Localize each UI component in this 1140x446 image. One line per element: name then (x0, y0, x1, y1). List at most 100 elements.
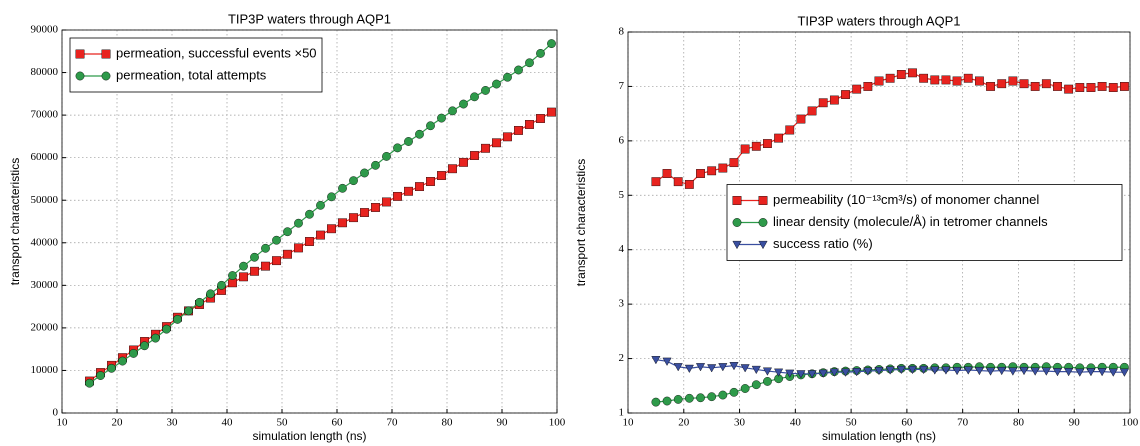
marker (952, 76, 962, 86)
legend-label: success ratio (%) (773, 236, 873, 251)
y-tick-label: 7 (619, 80, 625, 92)
marker (514, 65, 523, 75)
y-tick-label: 0 (53, 407, 59, 419)
marker (305, 209, 314, 219)
plot-frame (627, 31, 1131, 414)
marker (1041, 367, 1051, 376)
marker (1053, 82, 1062, 91)
marker (941, 75, 951, 85)
y-axis-label: transport characteristics (8, 158, 22, 285)
marker (162, 324, 171, 334)
marker (751, 141, 761, 151)
marker (294, 218, 303, 228)
marker (272, 256, 281, 266)
marker (662, 396, 672, 406)
x-tick-label: 60 (901, 417, 913, 429)
marker (796, 114, 806, 124)
marker (1097, 82, 1107, 91)
marker (807, 106, 817, 116)
marker (751, 380, 761, 390)
marker (250, 266, 259, 276)
marker (651, 397, 661, 407)
y-tick-label: 10000 (31, 364, 59, 376)
marker (707, 392, 717, 402)
marker (818, 369, 828, 378)
marker (785, 125, 795, 135)
marker (930, 75, 940, 85)
x-tick-label: 70 (957, 417, 969, 429)
marker (818, 98, 828, 108)
x-tick-label: 80 (1013, 417, 1025, 429)
marker (997, 366, 1007, 376)
marker (349, 176, 358, 186)
y-tick-label: 30000 (31, 279, 59, 291)
marker (751, 365, 761, 375)
legend-marker (758, 240, 768, 250)
marker (393, 143, 402, 153)
marker (349, 213, 358, 223)
legend-marker (758, 218, 768, 227)
marker (1086, 83, 1096, 92)
y-tick-label: 20000 (31, 321, 59, 333)
marker (863, 82, 873, 91)
marker (85, 378, 94, 388)
marker (514, 126, 523, 135)
marker (975, 76, 984, 86)
y-tick-label: 6 (619, 134, 625, 146)
marker (919, 365, 929, 375)
marker (492, 138, 501, 148)
marker (651, 356, 661, 365)
marker (404, 137, 413, 146)
marker (360, 208, 369, 217)
x-axis-label: simulation length (ns) (252, 429, 366, 443)
marker (718, 163, 728, 173)
marker (360, 168, 369, 178)
marker (729, 158, 739, 168)
marker (684, 364, 694, 373)
marker (874, 366, 884, 376)
marker (470, 92, 479, 102)
marker (740, 144, 750, 154)
marker (415, 182, 424, 192)
x-tick-label: 40 (790, 417, 802, 429)
marker (426, 121, 435, 131)
marker (963, 366, 973, 375)
marker (151, 333, 160, 343)
y-tick-label: 1 (619, 407, 625, 419)
marker (338, 218, 347, 228)
marker (404, 186, 413, 196)
marker (718, 390, 728, 400)
marker (696, 169, 705, 178)
x-axis-label: simulation length (ns) (822, 429, 936, 443)
marker (272, 235, 281, 245)
chart-title: TIP3P waters through AQP1 (228, 11, 391, 26)
marker (96, 371, 105, 380)
marker (1052, 368, 1063, 377)
marker (930, 366, 940, 375)
legend-marker (758, 196, 768, 205)
marker (525, 58, 534, 68)
marker (1086, 368, 1096, 377)
marker (952, 366, 962, 376)
legend-marker (75, 49, 85, 59)
marker (536, 114, 545, 123)
marker (250, 252, 259, 262)
marker (426, 177, 435, 186)
x-tick-label: 70 (387, 417, 399, 429)
y-tick-label: 70000 (31, 109, 59, 121)
marker (1030, 82, 1040, 91)
marker (173, 314, 182, 324)
marker (740, 364, 750, 373)
marker (707, 166, 717, 176)
marker (852, 84, 862, 94)
legend-label: permeation, successful events ×50 (116, 45, 317, 60)
legend-marker (732, 196, 742, 205)
marker (1120, 82, 1129, 91)
marker (807, 370, 817, 379)
x-tick-label: 100 (1122, 417, 1139, 429)
marker (327, 192, 336, 202)
marker (118, 356, 127, 366)
marker (217, 280, 226, 290)
marker (774, 133, 784, 143)
marker (829, 95, 839, 105)
